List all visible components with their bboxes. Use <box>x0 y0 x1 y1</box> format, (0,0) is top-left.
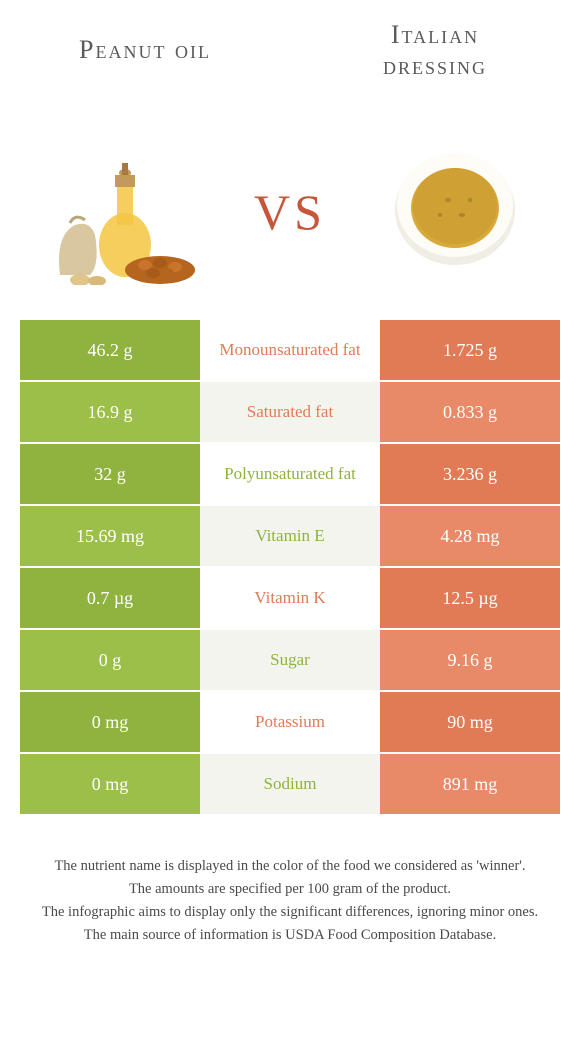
right-food-title: Italian dressing <box>290 11 580 89</box>
left-value: 0 mg <box>20 692 200 754</box>
footnote-line: The amounts are specified per 100 gram o… <box>20 879 560 900</box>
titles-row: Peanut oil Italian dressing <box>0 0 580 100</box>
nutrient-label: Sugar <box>200 630 380 692</box>
nutrient-label: Vitamin E <box>200 506 380 568</box>
infographic-container: Peanut oil Italian dressing <box>0 0 580 946</box>
left-food-title: Peanut oil <box>0 26 290 73</box>
left-value: 16.9 g <box>20 382 200 444</box>
left-value: 0 g <box>20 630 200 692</box>
right-value: 1.725 g <box>380 320 560 382</box>
right-value: 4.28 mg <box>380 506 560 568</box>
footnote-line: The infographic aims to display only the… <box>20 902 560 923</box>
right-value: 0.833 g <box>380 382 560 444</box>
table-row: 0.7 µgVitamin K12.5 µg <box>20 568 560 630</box>
left-value: 46.2 g <box>20 320 200 382</box>
table-row: 0 mgPotassium90 mg <box>20 692 560 754</box>
right-food-title-line2: dressing <box>383 51 487 80</box>
table-row: 0 gSugar9.16 g <box>20 630 560 692</box>
nutrient-label: Potassium <box>200 692 380 754</box>
nutrient-table: 46.2 gMonounsaturated fat1.725 g16.9 gSa… <box>20 320 560 816</box>
footnotes: The nutrient name is displayed in the co… <box>20 856 560 946</box>
peanut-oil-icon <box>45 125 205 285</box>
nutrient-label: Vitamin K <box>200 568 380 630</box>
table-row: 0 mgSodium891 mg <box>20 754 560 816</box>
left-value: 0 mg <box>20 754 200 816</box>
left-value: 15.69 mg <box>20 506 200 568</box>
table-row: 46.2 gMonounsaturated fat1.725 g <box>20 320 560 382</box>
nutrient-label: Saturated fat <box>200 382 380 444</box>
nutrient-label: Polyunsaturated fat <box>200 444 380 506</box>
right-value: 3.236 g <box>380 444 560 506</box>
right-food-title-line1: Italian <box>391 20 479 49</box>
italian-dressing-icon <box>380 130 530 280</box>
footnote-line: The nutrient name is displayed in the co… <box>20 856 560 877</box>
nutrient-label: Sodium <box>200 754 380 816</box>
footnote-line: The main source of information is USDA F… <box>20 925 560 946</box>
right-value: 9.16 g <box>380 630 560 692</box>
italian-dressing-image <box>375 125 535 285</box>
right-value: 90 mg <box>380 692 560 754</box>
vs-label: vs <box>254 164 326 247</box>
nutrient-label: Monounsaturated fat <box>200 320 380 382</box>
left-value: 32 g <box>20 444 200 506</box>
table-row: 15.69 mgVitamin E4.28 mg <box>20 506 560 568</box>
right-value: 12.5 µg <box>380 568 560 630</box>
table-row: 32 gPolyunsaturated fat3.236 g <box>20 444 560 506</box>
left-value: 0.7 µg <box>20 568 200 630</box>
hero-row: vs <box>0 100 580 310</box>
right-value: 891 mg <box>380 754 560 816</box>
table-row: 16.9 gSaturated fat0.833 g <box>20 382 560 444</box>
peanut-oil-image <box>45 125 205 285</box>
